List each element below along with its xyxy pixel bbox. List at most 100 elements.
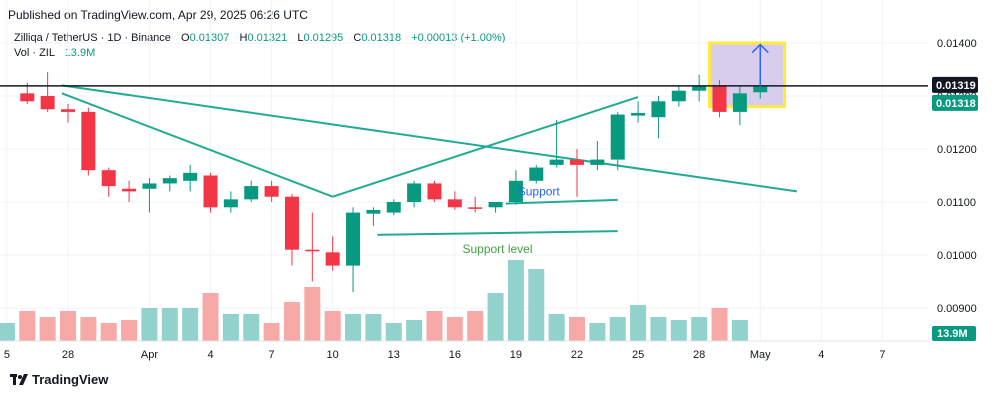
projection-arrow-head	[751, 43, 769, 54]
candle-body	[203, 175, 218, 208]
volume-bar	[569, 317, 585, 341]
candle-body	[753, 86, 768, 93]
x-tick-label: 10	[327, 349, 339, 361]
y-tick-label: 0.00900	[937, 303, 977, 315]
support-level-label: Support level	[462, 242, 532, 256]
candle-body	[570, 159, 584, 165]
volume-bar	[548, 314, 565, 341]
volume-bar	[263, 323, 280, 341]
candle-body	[529, 167, 544, 181]
volume-bar	[222, 314, 239, 341]
volume-bar	[39, 317, 56, 341]
open-label: O	[181, 32, 190, 44]
volume-bar	[467, 311, 484, 341]
candle-body	[468, 207, 483, 209]
volume-bar	[731, 320, 748, 341]
candle-body	[549, 159, 564, 165]
volume-label: Vol · ZIL	[14, 47, 55, 59]
volume-bar	[487, 293, 504, 341]
x-tick-label: 4	[818, 349, 824, 361]
candle-body	[346, 212, 361, 266]
volume-bar	[630, 305, 647, 341]
x-tick-label: 25	[632, 349, 644, 361]
volume-bar	[100, 323, 117, 341]
candle-body	[122, 188, 137, 192]
volume-bar	[121, 320, 138, 341]
symbol-title: Zilliqa / TetherUS · 1D · Binance	[14, 32, 171, 44]
y-tick-label: 0.01200	[937, 144, 977, 156]
x-tick-label: 4	[207, 349, 213, 361]
volume-bar	[345, 314, 362, 341]
volume-bar	[691, 317, 708, 341]
published-note: Published on TradingView.com, Apr 29, 20…	[8, 8, 308, 22]
x-tick-label: 5	[4, 349, 10, 361]
candle-body	[101, 170, 116, 187]
volume-badge-label: 13.9M	[937, 328, 968, 340]
candle-body	[162, 178, 177, 184]
volume-bar	[528, 269, 545, 341]
candle-body	[61, 109, 75, 112]
x-tick-label: 28	[62, 349, 74, 361]
volume-legend: Vol · ZIL 13.9M	[14, 47, 95, 59]
candle-body	[508, 180, 523, 202]
tradingview-logo: TradingView	[10, 372, 108, 387]
candle-body	[732, 93, 747, 112]
volume-bar	[0, 323, 15, 341]
y-tick-label: 0.01100	[937, 197, 976, 209]
x-tick-label: 16	[449, 349, 461, 361]
volume-bar	[324, 311, 341, 341]
volume-bar	[589, 323, 606, 341]
volume-bar	[202, 293, 219, 341]
candle-body	[264, 186, 279, 197]
volume-bar	[609, 317, 626, 341]
candle-body	[407, 183, 422, 202]
y-tick-label: 0.01000	[937, 250, 977, 262]
volume-bar	[80, 317, 97, 341]
candle-body	[20, 93, 35, 102]
volume-bar	[304, 287, 321, 341]
candle-body	[386, 202, 401, 213]
support-1-line	[505, 198, 618, 205]
price-badge	[932, 76, 978, 93]
volume-bar	[365, 314, 382, 341]
candle-body	[244, 186, 259, 200]
symbol-legend: Zilliqa / TetherUS · 1D · Binance O0.013…	[14, 32, 505, 44]
candle-body	[40, 96, 55, 110]
brand-name: TradingView	[32, 372, 109, 387]
high-value: 0.01321	[247, 32, 288, 44]
upper-trend-line	[61, 84, 798, 193]
close-label: C	[353, 32, 362, 44]
volume-bar	[426, 311, 443, 341]
x-tick-label: 22	[571, 349, 583, 361]
y-tick-label: 0.01400	[937, 38, 977, 50]
candle-body	[305, 249, 320, 252]
candle-body	[610, 114, 625, 160]
price-badge-label: 0.01318	[936, 98, 976, 110]
volume-bar	[141, 308, 158, 341]
x-tick-label: 28	[693, 349, 705, 361]
price-badge	[932, 94, 978, 111]
candle-body	[651, 101, 666, 118]
volume-bar	[60, 311, 76, 341]
x-tick-label: 19	[510, 349, 522, 361]
low-value: 0.01295	[303, 32, 344, 44]
change-value: +0.00013 (+1.00%)	[411, 32, 506, 44]
volume-badge	[932, 326, 976, 341]
candle-body	[142, 183, 157, 189]
price-badge-label: 0.01319	[936, 80, 976, 92]
candle-body	[671, 90, 686, 102]
close-value: 0.01318	[361, 32, 402, 44]
candle-body	[183, 172, 198, 181]
open-value: 0.01307	[189, 32, 230, 44]
candle-body	[325, 252, 340, 266]
volume-bar	[283, 302, 300, 341]
volume-bar	[711, 308, 728, 341]
volume-value: 13.9M	[64, 47, 96, 59]
candle-body	[590, 159, 605, 165]
volume-bar	[243, 314, 260, 341]
candle-body	[712, 85, 727, 112]
x-tick-label: 13	[388, 349, 400, 361]
tradingview-logo-icon	[10, 373, 28, 385]
volume-bar	[406, 320, 423, 341]
